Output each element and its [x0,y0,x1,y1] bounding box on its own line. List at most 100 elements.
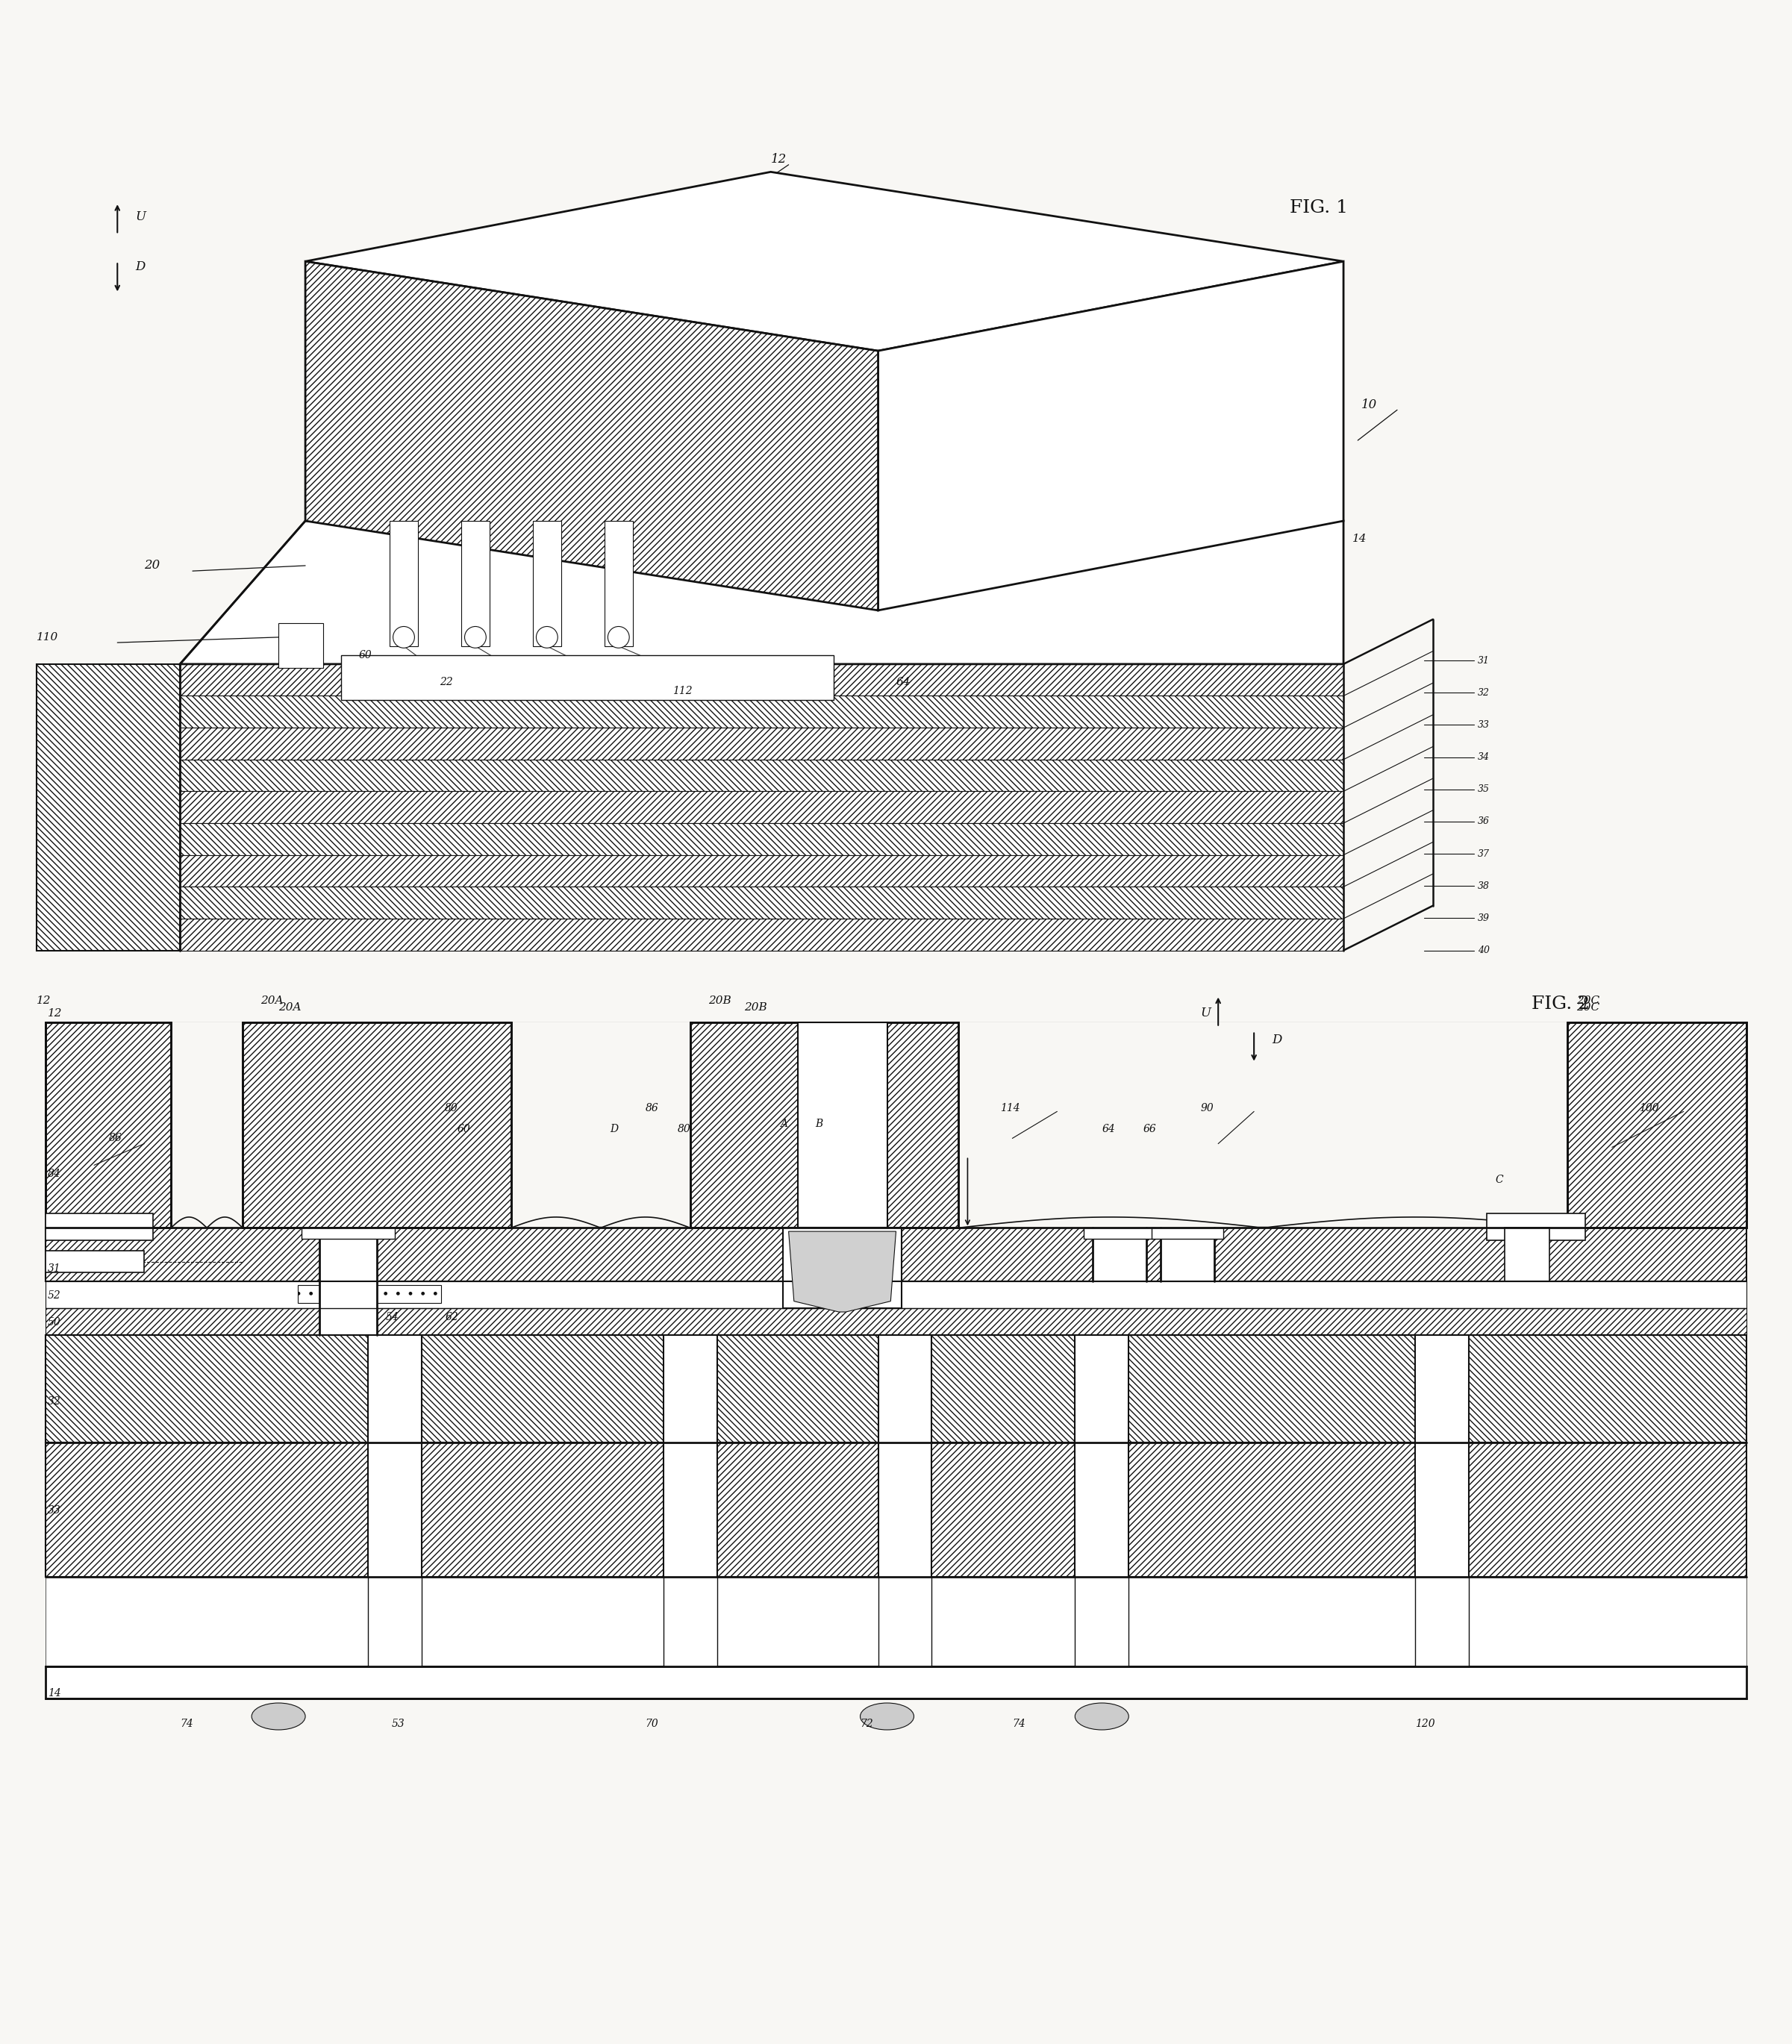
Text: 31: 31 [1478,656,1489,666]
Bar [47,1576,1745,1666]
Text: 62: 62 [444,1312,459,1322]
Text: 37: 37 [1478,848,1489,858]
Bar [461,521,489,646]
Text: 64: 64 [1102,1124,1115,1134]
Text: 120: 120 [1416,1719,1435,1729]
Polygon shape [179,521,1344,664]
Bar [47,1214,152,1241]
Bar [663,1576,717,1666]
Bar [47,1282,1745,1308]
Bar [1152,1228,1224,1239]
Text: 12: 12 [771,153,787,166]
Text: 50: 50 [48,1318,61,1329]
Text: 31: 31 [48,1263,61,1273]
Text: 52: 52 [48,1290,61,1302]
Text: 20: 20 [143,560,159,572]
Bar [1161,1228,1215,1282]
Text: 39: 39 [1478,914,1489,924]
Text: 10: 10 [1362,399,1378,411]
Bar [47,1443,1745,1576]
Bar [1084,1228,1156,1239]
Text: 80: 80 [677,1124,692,1134]
Text: 74: 74 [179,1719,194,1729]
Circle shape [464,625,486,648]
Bar [511,1022,690,1228]
Text: 32: 32 [48,1396,61,1406]
Bar [47,1022,170,1228]
Text: 114: 114 [1000,1102,1020,1114]
Text: B: B [815,1118,823,1128]
Bar [959,1022,1568,1228]
Text: FIG. 2: FIG. 2 [1532,995,1590,1012]
Bar [179,887,1344,918]
Text: 66: 66 [1143,1124,1156,1134]
Bar [179,918,1344,950]
Text: 20A: 20A [278,1002,301,1014]
Bar [367,1576,421,1666]
Text: D: D [134,260,145,274]
Text: 40: 40 [1478,946,1489,955]
Bar [179,728,1344,760]
Bar [47,1308,1745,1335]
Text: 100: 100 [1640,1102,1659,1114]
Bar [1093,1228,1147,1282]
Bar [47,1228,1745,1282]
Circle shape [392,625,414,648]
Text: 54: 54 [385,1312,400,1322]
Text: 53: 53 [391,1719,405,1729]
Bar [389,521,418,646]
Polygon shape [305,172,1344,352]
Text: 38: 38 [1478,881,1489,891]
Bar [690,1022,959,1228]
Ellipse shape [1075,1703,1129,1729]
Bar [1487,1214,1586,1241]
Text: 112: 112 [672,685,692,697]
Bar [340,656,833,699]
Text: 74: 74 [1012,1719,1025,1729]
Bar [604,521,633,646]
Ellipse shape [860,1703,914,1729]
Bar [47,1335,1745,1443]
Bar [278,623,323,668]
Text: 12: 12 [38,995,52,1006]
Polygon shape [878,262,1344,611]
Text: 72: 72 [860,1719,873,1729]
Polygon shape [38,664,179,950]
Text: U: U [1201,1008,1211,1020]
Bar [1075,1335,1129,1576]
Text: 110: 110 [38,632,59,642]
Bar [47,1251,143,1273]
Circle shape [607,625,629,648]
Bar [367,1335,421,1576]
Bar [47,1666,1745,1699]
Text: C: C [1496,1173,1503,1186]
Bar [179,824,1344,854]
Bar [319,1228,376,1282]
Text: 35: 35 [1478,785,1489,795]
Text: 20A: 20A [260,995,283,1006]
Bar [663,1335,717,1576]
Text: 14: 14 [1353,533,1367,544]
Bar [170,1022,242,1228]
Bar [1075,1576,1129,1666]
Bar [878,1576,932,1666]
Text: 12: 12 [48,1008,63,1018]
Bar [301,1228,394,1239]
Bar [179,664,1344,695]
Text: 33: 33 [1478,719,1489,730]
Text: D: D [1272,1034,1281,1047]
Text: 70: 70 [645,1719,659,1729]
Polygon shape [305,262,878,611]
Bar [297,1286,441,1302]
Text: FIG. 1: FIG. 1 [1290,198,1348,217]
Text: 20B: 20B [744,1002,767,1014]
Bar [319,1282,376,1335]
Text: 86: 86 [645,1102,659,1114]
Bar [532,521,561,646]
Circle shape [536,625,557,648]
Text: 20C: 20C [1577,1002,1600,1014]
Text: 64: 64 [896,677,910,687]
Text: A: A [780,1118,787,1128]
Text: 34: 34 [1478,752,1489,762]
Text: 20B: 20B [708,995,731,1006]
